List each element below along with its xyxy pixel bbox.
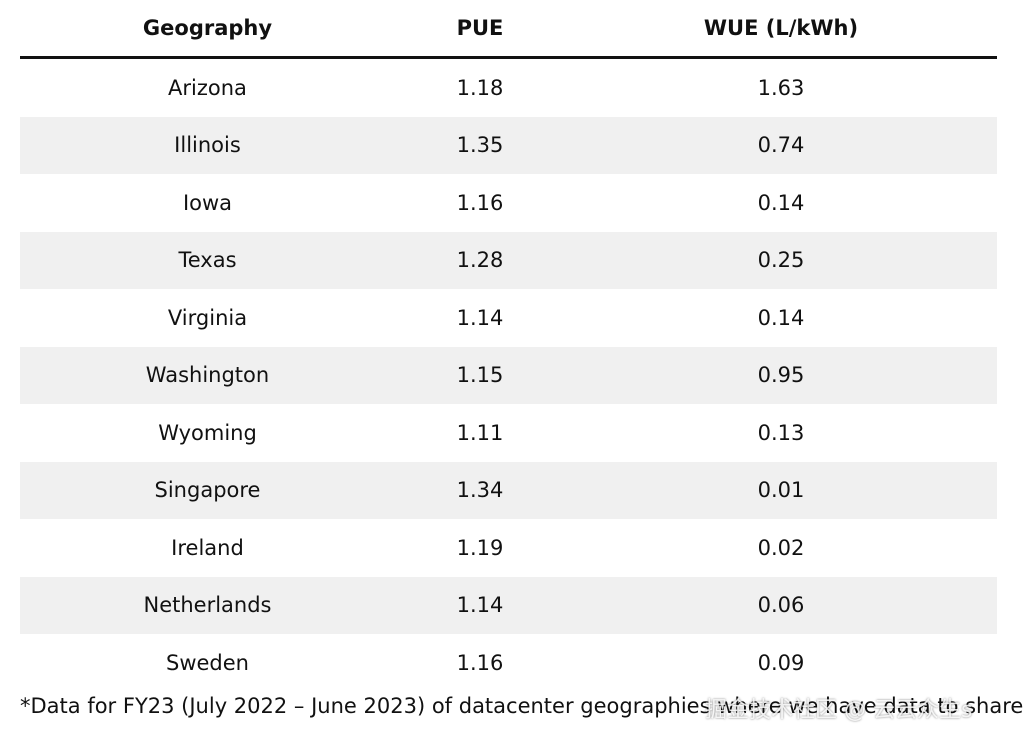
table-row: Illinois 1.35 0.74 bbox=[20, 116, 997, 174]
table-cell: 1.35 bbox=[456, 133, 504, 158]
table-cell: 0.13 bbox=[757, 420, 805, 445]
table-cell: Ireland bbox=[171, 535, 244, 560]
watermark: 掘金技术社区 @ 云云众生s bbox=[705, 698, 973, 723]
table-row: Ireland 1.19 0.02 bbox=[20, 519, 997, 577]
table-cell: 0.14 bbox=[757, 305, 805, 330]
table-cell: 1.16 bbox=[456, 190, 504, 215]
table-cell: 0.74 bbox=[757, 133, 805, 158]
table-cell: Sweden bbox=[166, 650, 249, 675]
table-body: Arizona 1.18 1.63 Illinois 1.35 0.74 Iowa 1.16 0… bbox=[20, 59, 997, 692]
table-cell: Netherlands bbox=[143, 593, 272, 618]
table-cell: 0.25 bbox=[757, 248, 805, 273]
table-row: Singapore 1.34 0.01 bbox=[20, 461, 997, 519]
table-row: Sweden 1.16 0.09 bbox=[20, 634, 997, 692]
table-cell: 0.02 bbox=[757, 535, 805, 560]
header-cell: Geography bbox=[142, 16, 273, 40]
table-cell: 1.63 bbox=[757, 75, 805, 100]
table: Geography PUE WUE (L/kWh) Arizona 1.18 1.63 Il… bbox=[20, 0, 997, 692]
table-cell: 1.34 bbox=[456, 478, 504, 503]
table-cell: 1.15 bbox=[456, 363, 504, 388]
table-cell: Iowa bbox=[182, 190, 233, 215]
table-cell: Arizona bbox=[168, 75, 247, 100]
table-cell: Wyoming bbox=[158, 420, 257, 445]
table-row: Wyoming 1.11 0.13 bbox=[20, 404, 997, 462]
table-cell: 1.11 bbox=[456, 420, 504, 445]
table-cell: 0.01 bbox=[757, 478, 805, 503]
table-cell: Virginia bbox=[167, 305, 248, 330]
table-cell: Washington bbox=[145, 363, 270, 388]
table-row: Arizona 1.18 1.63 bbox=[20, 59, 997, 117]
table-cell: 1.19 bbox=[456, 535, 504, 560]
table-cell: Singapore bbox=[154, 478, 261, 503]
table-row: Texas 1.28 0.25 bbox=[20, 231, 997, 289]
table-cell: 1.14 bbox=[456, 305, 504, 330]
header-cell: WUE (L/kWh) bbox=[703, 16, 859, 40]
table-cell: 0.14 bbox=[757, 190, 805, 215]
header-row: Geography PUE WUE (L/kWh) bbox=[20, 0, 997, 59]
table-cell: 1.18 bbox=[456, 75, 504, 100]
table-cell: Texas bbox=[178, 248, 237, 273]
table-cell: 0.95 bbox=[757, 363, 805, 388]
table-cell: 0.06 bbox=[757, 593, 805, 618]
table-cell: 0.09 bbox=[757, 650, 805, 675]
table-cell: 1.16 bbox=[456, 650, 504, 675]
table-row: Iowa 1.16 0.14 bbox=[20, 174, 997, 232]
table-cell: Illinois bbox=[174, 133, 241, 158]
table-row: Virginia 1.14 0.14 bbox=[20, 289, 997, 347]
header-cell: PUE bbox=[456, 16, 504, 40]
table-row: Netherlands 1.14 0.06 bbox=[20, 576, 997, 634]
footnote: *Data for FY23 (July 2022 – June 2023) o… bbox=[20, 694, 1024, 718]
table-cell: 1.28 bbox=[456, 248, 504, 273]
table-cell: 1.14 bbox=[456, 593, 504, 618]
table-row: Washington 1.15 0.95 bbox=[20, 346, 997, 404]
